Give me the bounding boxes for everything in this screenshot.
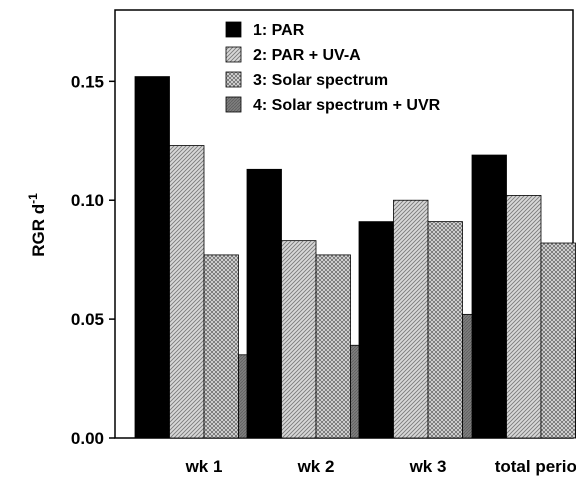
legend-label: 1: PAR [253,22,305,39]
bars [134,76,576,439]
x-category-label: wk 2 [297,457,335,476]
y-axis-label-main: RGR d [29,204,48,257]
bar-wk-2-series-1 [246,168,282,439]
bar-wk-2-series-3 [315,254,351,439]
legend-swatch [225,46,242,63]
x-axis-category-labels: wk 1 wk 2 wk 3 total period [185,457,576,476]
legend-label: 4: Solar spectrum + UVR [253,97,441,114]
y-tick-label: 0.10 [71,191,104,210]
y-axis-label-superscript: -1 [26,193,40,204]
x-category-label: wk 3 [409,457,447,476]
legend-swatch [225,21,242,38]
y-axis-label: RGR d-1 [26,193,48,257]
bar-total-period-series-1 [471,154,507,439]
y-axis-ticks: 0.00 0.05 0.10 0.15 [71,72,115,448]
y-tick-label: 0.00 [71,429,104,448]
legend-swatch [225,71,242,88]
bar-total-period-series-2 [506,195,542,439]
legend-label: 2: PAR + UV-A [253,47,361,64]
x-category-label: total period [495,457,576,476]
bar-total-period-series-3 [540,242,576,439]
bar-wk-3-series-3 [427,221,463,439]
legend-label: 3: Solar spectrum [253,72,388,89]
legend-swatch [225,96,242,113]
bar-wk-2-series-2 [281,240,317,439]
bar-wk-3-series-2 [393,199,429,439]
x-category-label: wk 1 [185,457,223,476]
y-tick-label: 0.15 [71,72,104,91]
bar-wk-1-series-3 [203,254,239,439]
legend: 1: PAR 2: PAR + UV-A 3: Solar spectrum 4: S… [225,21,441,114]
bar-wk-3-series-1 [358,221,394,439]
bar-wk-1-series-2 [169,145,205,439]
y-tick-label: 0.05 [71,310,104,329]
bar-wk-1-series-1 [134,76,170,439]
